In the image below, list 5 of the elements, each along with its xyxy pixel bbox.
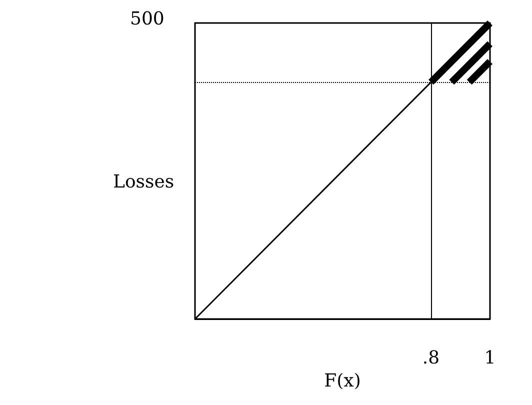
x-axis-title: F(x) [324, 370, 361, 392]
x-tick-label: .8 [422, 348, 440, 368]
text: 500 [130, 8, 164, 30]
y-axis-title: Losses [113, 172, 174, 192]
x-tick-label: 1 [484, 348, 496, 368]
